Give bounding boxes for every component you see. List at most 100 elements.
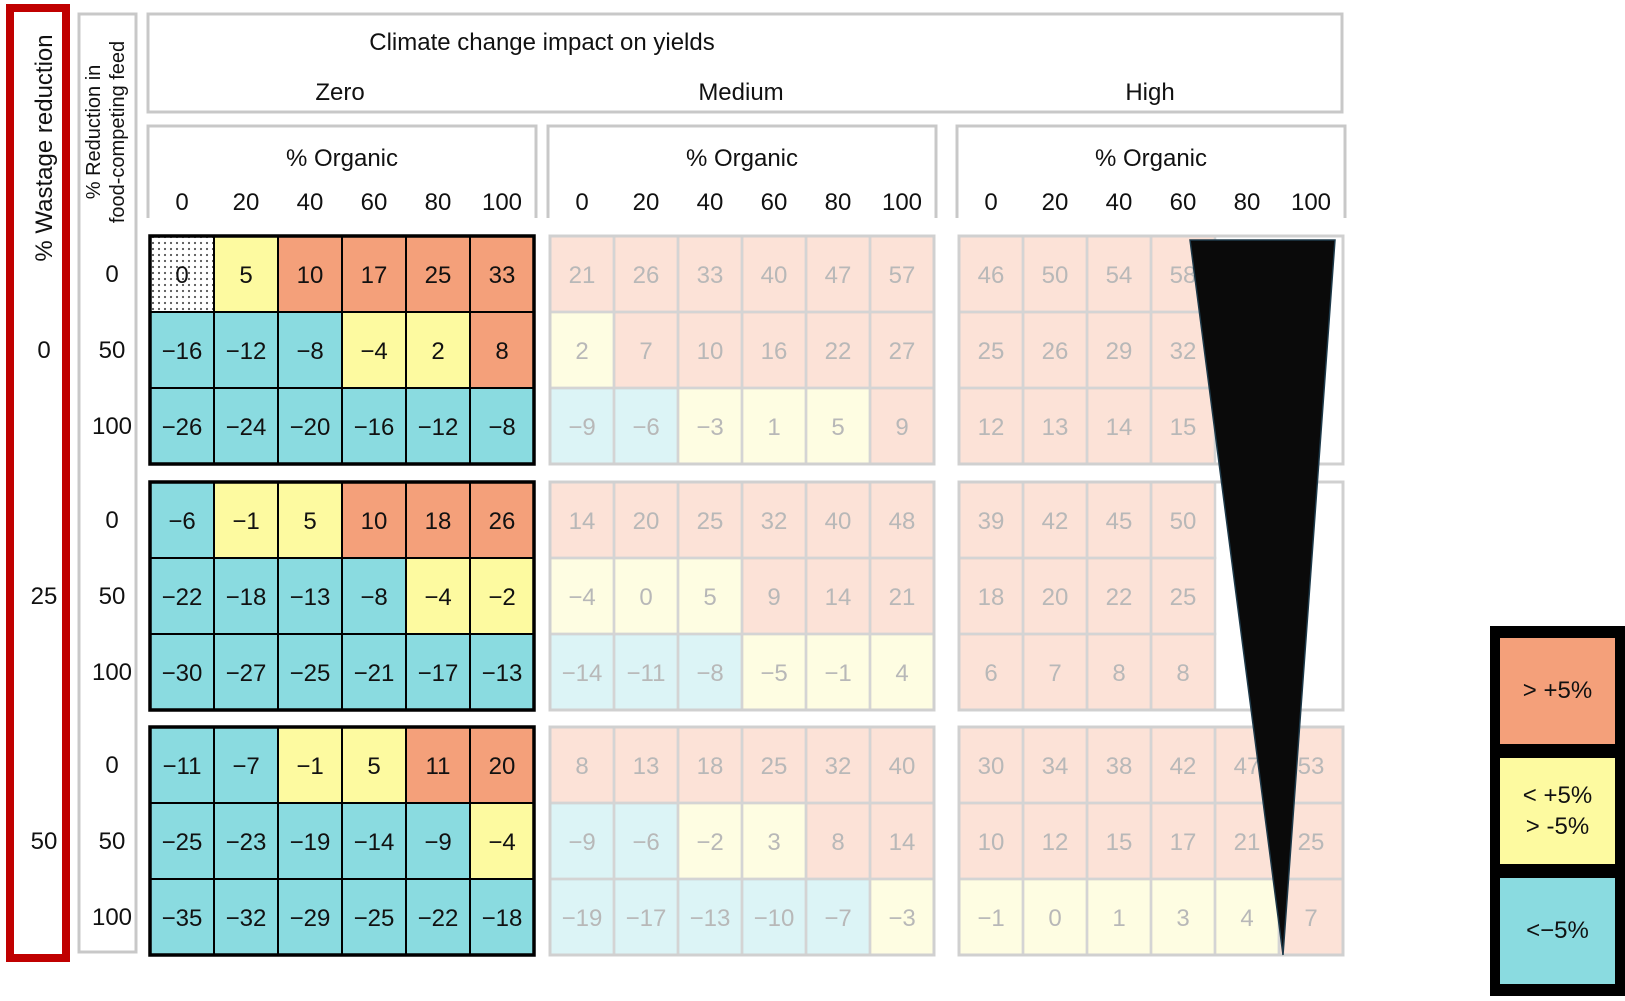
cell-value-label: 5 (303, 508, 316, 535)
heatmap-cell (804, 234, 872, 314)
cell-value-label: 26 (489, 508, 516, 535)
heatmap-cell (1021, 877, 1089, 957)
heatmap-cell (469, 311, 535, 389)
cell-value-label: −9 (568, 414, 595, 441)
wastage-highlight-box (6, 4, 70, 962)
cell-value-label: 40 (889, 753, 916, 780)
legend-item-above-5: > +5% (1500, 638, 1615, 744)
cell-value-label: 42 (1170, 753, 1197, 780)
cell-value-label: 20 (633, 508, 660, 535)
cell-value-label: 2 (575, 338, 588, 365)
cell-value-label: −6 (632, 829, 659, 856)
organic-level-label: 0 (575, 189, 588, 216)
organic-level-label: 100 (482, 189, 522, 216)
panel-group-border (548, 480, 936, 712)
cell-value-label: 3 (767, 829, 780, 856)
cell-value-label: −2 (696, 829, 723, 856)
heatmap-cell (469, 387, 535, 465)
cell-value-label: 7 (639, 338, 652, 365)
wastage-axis-label: % Wastage reduction (31, 34, 58, 261)
panel-group-border (548, 234, 936, 466)
cell-value-label: −7 (824, 905, 851, 932)
cell-value-label: −11 (627, 660, 666, 687)
cell-value-label: 57 (889, 262, 916, 289)
cell-value-label: −13 (290, 584, 331, 611)
cell-value-label: 20 (489, 753, 516, 780)
cell-value-label: −1 (824, 660, 851, 687)
feed-axis-label-line2: food-competing feed (107, 41, 129, 223)
cell-value-label: −18 (226, 584, 267, 611)
cell-value-label: 33 (489, 262, 516, 289)
cell-value-label: −3 (888, 905, 915, 932)
cell-value-label: −14 (562, 660, 603, 687)
cell-value-label: −35 (162, 905, 203, 932)
cell-value-label: 5 (703, 584, 716, 611)
organic-axis-label: % Organic (1095, 145, 1207, 172)
cell-value-label: 10 (297, 262, 324, 289)
organic-level-label: 60 (761, 189, 788, 216)
heatmap-cell (612, 310, 680, 390)
heatmap-cell (548, 556, 616, 636)
organic-level-label: 40 (297, 189, 324, 216)
heatmap-cell (213, 387, 279, 465)
cell-value-label: 25 (761, 753, 788, 780)
heatmap-cell (213, 557, 279, 635)
heatmap-cell (1149, 556, 1217, 636)
heatmap-cell (469, 878, 535, 956)
cell-value-label: 47 (1234, 753, 1261, 780)
cell-value-label: −12 (418, 414, 459, 441)
heatmap-cell (405, 802, 471, 880)
cell-value-label: 15 (1106, 829, 1133, 856)
cell-value-label: 40 (761, 262, 788, 289)
cell-value-label: 25 (1170, 584, 1197, 611)
organic-header-box (546, 124, 938, 218)
cell-value-label: 0 (1048, 905, 1061, 932)
cell-value-label: 12 (1042, 829, 1069, 856)
cell-value-label: 18 (425, 508, 452, 535)
organic-axis-label: % Organic (286, 145, 398, 172)
cell-value-label: 32 (1170, 338, 1197, 365)
cell-value-label: −17 (418, 660, 459, 687)
heatmap-cell (740, 877, 808, 957)
cell-value-label: 8 (1176, 660, 1189, 687)
cell-value-label: 4 (895, 660, 908, 687)
heatmap-cell (1021, 386, 1089, 466)
heatmap-cell (1149, 480, 1217, 560)
cell-value-label: −10 (754, 905, 795, 932)
cell-value-label: −1 (977, 905, 1004, 932)
cell-value-label: −4 (424, 584, 451, 611)
cell-value-label: 27 (889, 338, 916, 365)
cell-value-label: −3 (696, 414, 723, 441)
cell-value-label: 17 (1170, 829, 1197, 856)
cell-value-label: 34 (1042, 753, 1069, 780)
heatmap-cell (149, 878, 215, 956)
organic-level-label: 40 (1106, 189, 1133, 216)
cell-value-label: 20 (1042, 584, 1069, 611)
cell-value-label: 47 (825, 262, 852, 289)
heatmap-cell (1085, 556, 1153, 636)
cell-value-label: −23 (226, 829, 267, 856)
cell-value-label: 10 (697, 338, 724, 365)
heatmap-cell (740, 556, 808, 636)
organic-level-label: 80 (425, 189, 452, 216)
cell-value-label: 5 (367, 753, 380, 780)
cell-value-label: 30 (978, 753, 1005, 780)
heatmap-cell (1085, 632, 1153, 712)
organic-level-label: 80 (825, 189, 852, 216)
cell-value-label: −27 (226, 660, 267, 687)
panel-group-border (148, 725, 536, 957)
feed-level-label: 0 (105, 261, 118, 288)
feed-level-label: 50 (99, 828, 126, 855)
cell-value-label: −22 (418, 905, 459, 932)
cell-value-label: −13 (482, 660, 523, 687)
cell-value-label: −4 (568, 584, 595, 611)
cell-value-label: 2 (431, 338, 444, 365)
heatmap-cell (740, 725, 808, 805)
feed-level-label: 100 (92, 659, 132, 686)
cell-value-label: −4 (488, 829, 515, 856)
heatmap-cell (1021, 310, 1089, 390)
cell-value-label: 40 (825, 508, 852, 535)
cell-value-label: 45 (1106, 508, 1133, 535)
heatmap-cell (149, 802, 215, 880)
